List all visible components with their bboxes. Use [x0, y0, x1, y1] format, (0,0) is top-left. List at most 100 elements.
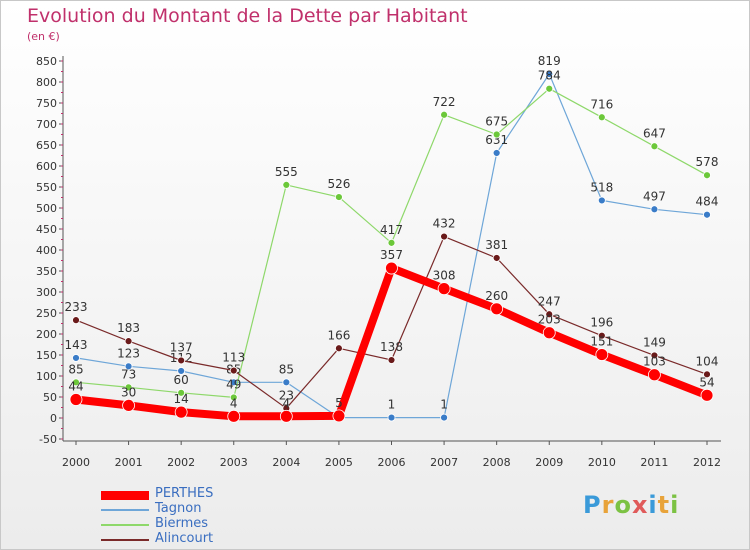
data-label-perthes: 5: [335, 396, 343, 410]
data-label-biermes: 716: [590, 97, 613, 111]
data-label-biermes: 85: [68, 362, 83, 376]
data-point-tagnon: [492, 149, 501, 157]
data-label-biermes: 526: [327, 177, 350, 191]
data-label-tagnon: 497: [643, 189, 666, 203]
data-label-alincourt: 196: [590, 316, 613, 330]
data-point-perthes: [595, 348, 609, 361]
data-label-alincourt: 166: [327, 328, 350, 342]
y-tick-label: 800: [36, 76, 57, 89]
data-point-biermes: [387, 238, 396, 247]
y-tick-label: 200: [36, 328, 57, 341]
data-label-tagnon: 1: [388, 398, 396, 412]
x-tick-label: 2006: [378, 456, 406, 469]
data-label-biermes: 675: [485, 115, 508, 129]
y-tick-label: 350: [36, 265, 57, 278]
data-point-biermes: [72, 378, 80, 387]
data-label-alincourt: 381: [485, 238, 508, 252]
data-label-perthes: 203: [538, 313, 561, 327]
legend-swatch-tagnon: [101, 509, 149, 511]
logo-letter: r: [601, 491, 615, 519]
x-tick-label: 2004: [272, 456, 300, 469]
x-tick-label: 2003: [220, 456, 248, 469]
data-label-alincourt: 432: [433, 217, 456, 231]
data-label-alincourt: 233: [65, 300, 88, 314]
data-label-tagnon: 85: [279, 362, 294, 376]
data-label-biermes: 49: [226, 377, 241, 391]
data-label-biermes: 647: [643, 126, 666, 140]
data-label-perthes: 4: [230, 396, 238, 410]
y-tick-label: 850: [36, 55, 57, 68]
chart-subtitle: (en €): [27, 30, 60, 43]
data-point-alincourt: [229, 366, 238, 375]
legend-swatch-alincourt: [101, 539, 149, 541]
y-tick-label: 450: [36, 223, 57, 236]
legend-label-perthes: PERTHES: [155, 486, 214, 501]
legend-item-biermes: Biermes: [101, 516, 301, 531]
logo-letter: i: [670, 491, 680, 519]
data-point-biermes: [335, 193, 343, 201]
data-label-tagnon: 1: [440, 398, 448, 412]
data-label-perthes: 4: [283, 396, 291, 410]
legend-item-perthes: PERTHES: [101, 486, 301, 501]
data-point-perthes: [174, 405, 188, 419]
data-label-tagnon: 631: [485, 133, 508, 147]
data-label-biermes: 578: [696, 155, 719, 169]
y-tick-label: 400: [36, 244, 57, 257]
y-tick-label: 750: [36, 97, 57, 110]
legend-item-tagnon: Tagnon: [101, 501, 301, 516]
data-label-perthes: 54: [699, 375, 714, 389]
x-tick-label: 2007: [430, 456, 458, 469]
y-tick-label: 100: [36, 370, 57, 383]
data-point-perthes: [490, 302, 504, 316]
data-label-biermes: 784: [538, 69, 561, 83]
y-tick-label: 650: [36, 139, 57, 152]
y-tick-label: 150: [36, 349, 57, 362]
data-point-biermes: [282, 180, 291, 189]
data-point-perthes: [69, 393, 83, 406]
data-point-alincourt: [124, 337, 133, 346]
data-label-tagnon: 518: [590, 180, 613, 194]
data-point-alincourt: [492, 254, 501, 262]
data-point-alincourt: [703, 370, 711, 379]
data-label-alincourt: 183: [117, 321, 140, 335]
y-tick-label: -50: [39, 433, 57, 446]
data-label-alincourt: 104: [696, 354, 719, 368]
y-tick-label: 600: [36, 160, 57, 173]
y-tick-label: 0: [50, 412, 57, 425]
legend-item-alincourt: Alincourt: [101, 531, 301, 546]
data-label-biermes: 555: [275, 165, 298, 179]
x-tick-label: 2012: [693, 456, 721, 469]
y-tick-label: 300: [36, 286, 57, 299]
x-tick-label: 2001: [115, 456, 143, 469]
data-point-perthes: [332, 409, 346, 423]
legend-swatch-biermes: [101, 524, 149, 526]
data-point-biermes: [440, 110, 448, 119]
data-point-tagnon: [597, 196, 606, 205]
data-label-alincourt: 247: [538, 294, 561, 308]
x-tick-label: 2000: [62, 456, 90, 469]
data-point-alincourt: [177, 356, 186, 365]
data-point-tagnon: [124, 362, 133, 371]
x-tick-label: 2009: [535, 456, 563, 469]
proxiti-logo: Proxiti: [583, 491, 679, 519]
data-point-tagnon: [650, 205, 659, 214]
data-point-tagnon: [72, 354, 80, 362]
data-label-tagnon: 123: [117, 346, 140, 360]
x-tick-label: 2008: [483, 456, 511, 469]
y-tick-label: 700: [36, 118, 57, 131]
data-label-perthes: 30: [121, 385, 136, 399]
logo-letter: i: [648, 491, 658, 519]
data-point-alincourt: [72, 316, 80, 325]
data-point-biermes: [177, 388, 186, 397]
legend-label-tagnon: Tagnon: [155, 501, 202, 516]
data-point-biermes: [124, 383, 133, 392]
data-label-alincourt: 23: [279, 388, 294, 402]
data-point-alincourt: [387, 356, 396, 364]
data-point-biermes: [545, 84, 554, 93]
data-point-tagnon: [177, 367, 186, 375]
x-tick-label: 2010: [588, 456, 616, 469]
data-point-alincourt: [545, 310, 554, 319]
logo-letter: o: [614, 491, 632, 519]
data-point-biermes: [229, 393, 238, 402]
data-label-biermes: 417: [380, 223, 403, 237]
